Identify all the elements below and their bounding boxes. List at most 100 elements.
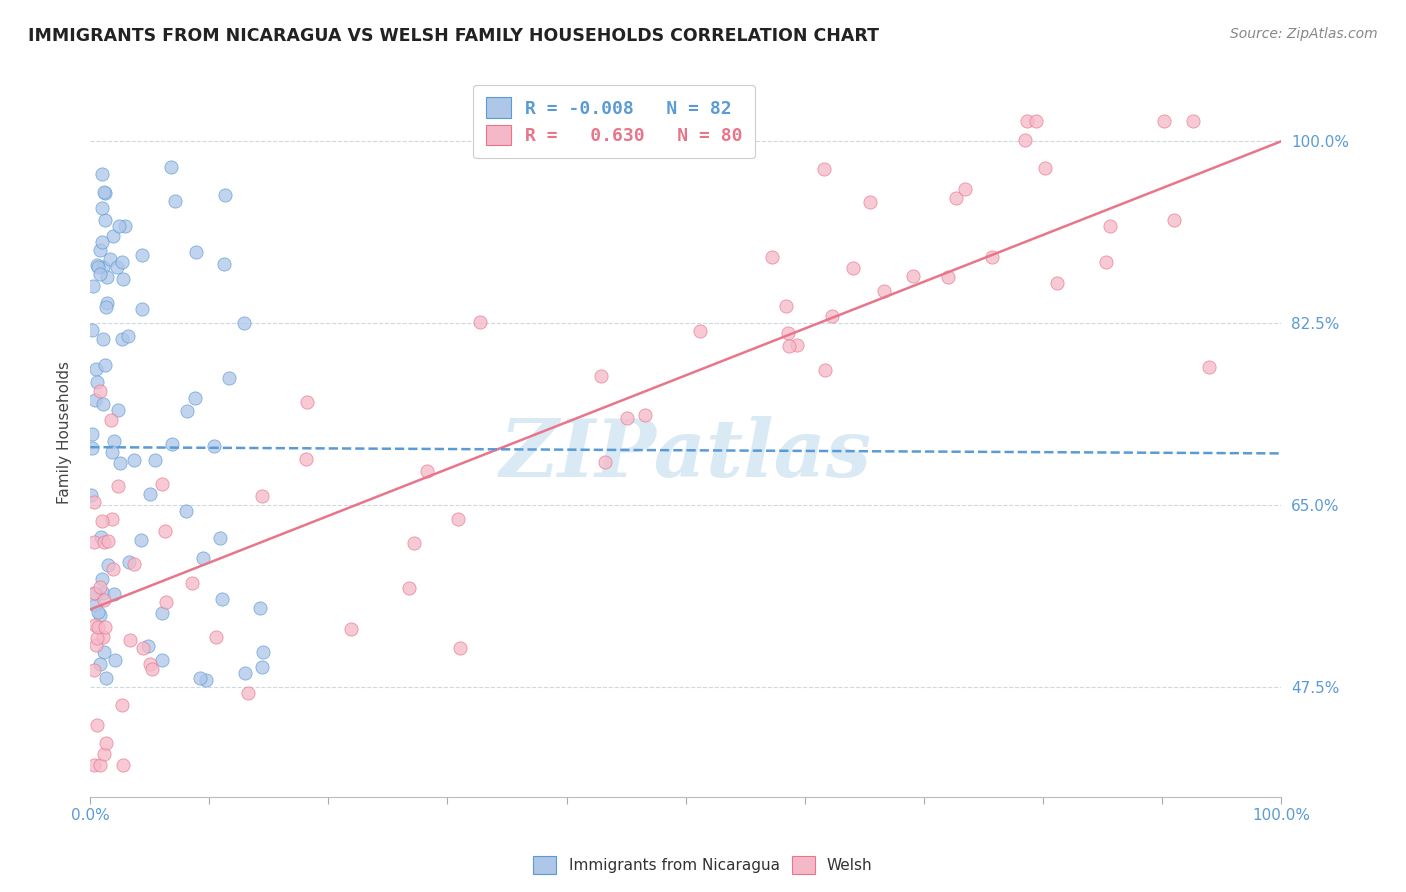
Point bbox=[96, 295, 118, 310]
Point bbox=[91, 630, 114, 644]
Text: IMMIGRANTS FROM NICARAGUA VS WELSH FAMILY HOUSEHOLDS CORRELATION CHART: IMMIGRANTS FROM NICARAGUA VS WELSH FAMIL… bbox=[28, 27, 879, 45]
Point bbox=[93, 747, 115, 761]
Point bbox=[131, 302, 153, 317]
Point bbox=[155, 595, 177, 609]
Point bbox=[129, 533, 152, 547]
Point bbox=[786, 338, 808, 352]
Point bbox=[250, 660, 273, 674]
Point bbox=[591, 369, 613, 384]
Point bbox=[143, 453, 166, 467]
Point bbox=[124, 453, 146, 467]
Point bbox=[83, 534, 105, 549]
Point bbox=[214, 188, 236, 202]
Point bbox=[84, 392, 107, 407]
Point bbox=[84, 598, 107, 612]
Point bbox=[103, 228, 125, 243]
Point bbox=[174, 504, 197, 518]
Point bbox=[108, 456, 131, 470]
Point bbox=[80, 488, 103, 502]
Point bbox=[1095, 255, 1118, 269]
Point bbox=[468, 315, 491, 329]
Legend: Immigrants from Nicaragua, Welsh: Immigrants from Nicaragua, Welsh bbox=[527, 850, 879, 880]
Point bbox=[84, 362, 107, 376]
Point bbox=[208, 531, 231, 545]
Point bbox=[821, 309, 844, 323]
Point bbox=[97, 558, 120, 572]
Point bbox=[131, 641, 153, 656]
Point bbox=[139, 487, 162, 501]
Point bbox=[104, 653, 127, 667]
Point bbox=[118, 632, 141, 647]
Point bbox=[107, 479, 129, 493]
Point bbox=[97, 533, 120, 548]
Point bbox=[252, 645, 274, 659]
Point bbox=[101, 512, 124, 526]
Point bbox=[107, 260, 129, 275]
Point bbox=[761, 250, 783, 264]
Point bbox=[101, 445, 124, 459]
Point bbox=[86, 260, 108, 274]
Point bbox=[1046, 276, 1069, 290]
Point bbox=[100, 413, 122, 427]
Point bbox=[89, 758, 111, 772]
Point bbox=[945, 191, 967, 205]
Point bbox=[93, 593, 115, 607]
Point bbox=[202, 439, 225, 453]
Point bbox=[83, 758, 105, 772]
Point bbox=[87, 605, 110, 619]
Point bbox=[842, 261, 865, 276]
Point bbox=[89, 384, 111, 398]
Point bbox=[86, 718, 108, 732]
Point bbox=[402, 536, 425, 550]
Point bbox=[90, 514, 112, 528]
Point bbox=[89, 268, 111, 282]
Point bbox=[340, 622, 363, 636]
Point bbox=[211, 591, 233, 606]
Point bbox=[87, 619, 110, 633]
Point bbox=[84, 618, 107, 632]
Point bbox=[873, 284, 896, 298]
Point bbox=[111, 254, 134, 268]
Point bbox=[107, 403, 129, 417]
Point bbox=[96, 736, 118, 750]
Point bbox=[80, 323, 103, 337]
Point bbox=[103, 434, 125, 448]
Point bbox=[141, 662, 163, 676]
Point bbox=[150, 606, 173, 620]
Point bbox=[859, 194, 882, 209]
Point bbox=[101, 562, 124, 576]
Point bbox=[94, 301, 117, 315]
Point bbox=[1033, 161, 1056, 175]
Point bbox=[153, 524, 176, 538]
Point bbox=[634, 408, 657, 422]
Point bbox=[238, 686, 260, 700]
Point bbox=[250, 489, 273, 503]
Point bbox=[83, 586, 105, 600]
Point bbox=[131, 248, 153, 262]
Point bbox=[160, 160, 183, 174]
Point bbox=[980, 250, 1002, 264]
Point bbox=[593, 455, 616, 469]
Point bbox=[89, 657, 111, 671]
Point bbox=[83, 585, 105, 599]
Y-axis label: Family Households: Family Households bbox=[58, 361, 72, 504]
Point bbox=[98, 252, 121, 266]
Point bbox=[1017, 113, 1039, 128]
Point bbox=[689, 324, 711, 338]
Point bbox=[94, 186, 117, 200]
Point bbox=[160, 436, 183, 450]
Point bbox=[93, 535, 115, 549]
Point bbox=[136, 640, 159, 654]
Point bbox=[398, 581, 420, 595]
Point bbox=[112, 758, 135, 772]
Point bbox=[86, 631, 108, 645]
Point bbox=[1014, 133, 1036, 147]
Point bbox=[616, 411, 638, 425]
Point bbox=[111, 272, 134, 286]
Point bbox=[89, 530, 111, 544]
Point bbox=[813, 362, 835, 376]
Point bbox=[218, 370, 240, 384]
Point bbox=[297, 395, 319, 409]
Point bbox=[775, 299, 797, 313]
Point bbox=[778, 339, 800, 353]
